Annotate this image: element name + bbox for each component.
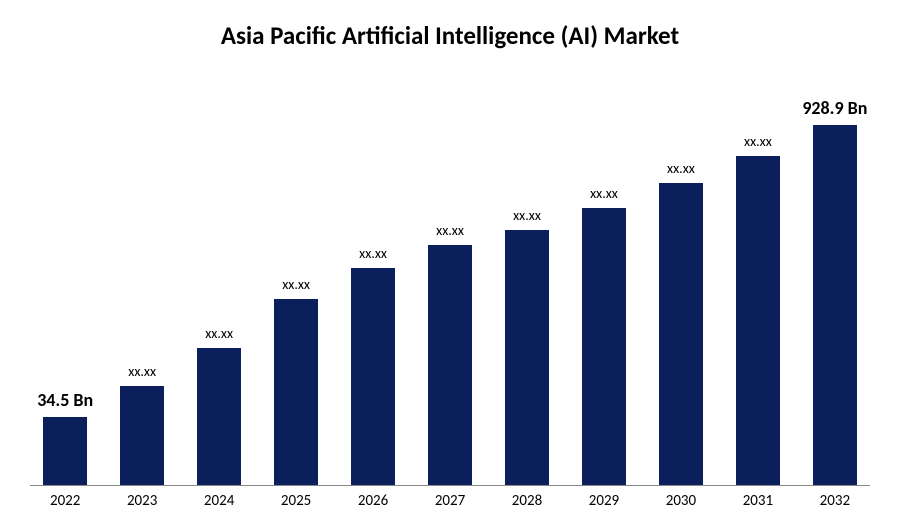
bar <box>43 417 86 485</box>
bar-value-label: xx.xx <box>639 160 724 177</box>
bar <box>505 230 548 485</box>
x-tick-label: 2024 <box>189 492 249 510</box>
x-tick-label: 2023 <box>112 492 172 510</box>
bar-group: xx.xx <box>189 71 249 485</box>
x-tick-label: 2029 <box>574 492 634 510</box>
bar-group: xx.xx <box>112 71 172 485</box>
bar <box>351 268 394 485</box>
bar-group: 928.9 Bn <box>805 71 865 485</box>
bar-value-label: xx.xx <box>254 276 339 293</box>
chart-title: Asia Pacific Artificial Intelligence (AI… <box>30 20 870 51</box>
bar-group: xx.xx <box>728 71 788 485</box>
bar <box>813 125 856 485</box>
x-tick-label: 2032 <box>805 492 865 510</box>
bar-value-label: xx.xx <box>408 222 493 239</box>
bar-group: xx.xx <box>420 71 480 485</box>
x-tick-label: 2031 <box>728 492 788 510</box>
bar <box>274 299 317 485</box>
chart-container: Asia Pacific Artificial Intelligence (AI… <box>0 0 900 525</box>
bar-group: xx.xx <box>651 71 711 485</box>
bar <box>428 245 471 485</box>
bar-group: 34.5 Bn <box>35 71 95 485</box>
x-tick-label: 2027 <box>420 492 480 510</box>
bar <box>659 183 702 485</box>
bar <box>736 156 779 485</box>
x-tick-label: 2030 <box>651 492 711 510</box>
bar-group: xx.xx <box>343 71 403 485</box>
bar <box>197 348 240 485</box>
x-axis: 2022 2023 2024 2025 2026 2027 2028 2029 2030 2031… <box>30 486 870 510</box>
bar-value-label: xx.xx <box>716 133 801 150</box>
bar-group: xx.xx <box>266 71 326 485</box>
bar <box>582 208 625 485</box>
x-tick-label: 2026 <box>343 492 403 510</box>
x-tick-label: 2028 <box>497 492 557 510</box>
bar <box>120 386 163 485</box>
bar-value-label: xx.xx <box>562 185 647 202</box>
bar-group: xx.xx <box>574 71 634 485</box>
plot-area: 34.5 Bnxx.xxxx.xxxx.xxxx.xxxx.xxxx.xxxx.… <box>30 71 870 486</box>
bar-value-label: xx.xx <box>177 325 262 342</box>
bar-value-label: xx.xx <box>100 363 185 380</box>
x-tick-label: 2025 <box>266 492 326 510</box>
x-tick-label: 2022 <box>35 492 95 510</box>
bar-value-label: 928.9 Bn <box>793 97 878 119</box>
bar-value-label: xx.xx <box>331 245 416 262</box>
bar-group: xx.xx <box>497 71 557 485</box>
bar-value-label: 34.5 Bn <box>23 389 108 411</box>
bar-value-label: xx.xx <box>485 207 570 224</box>
